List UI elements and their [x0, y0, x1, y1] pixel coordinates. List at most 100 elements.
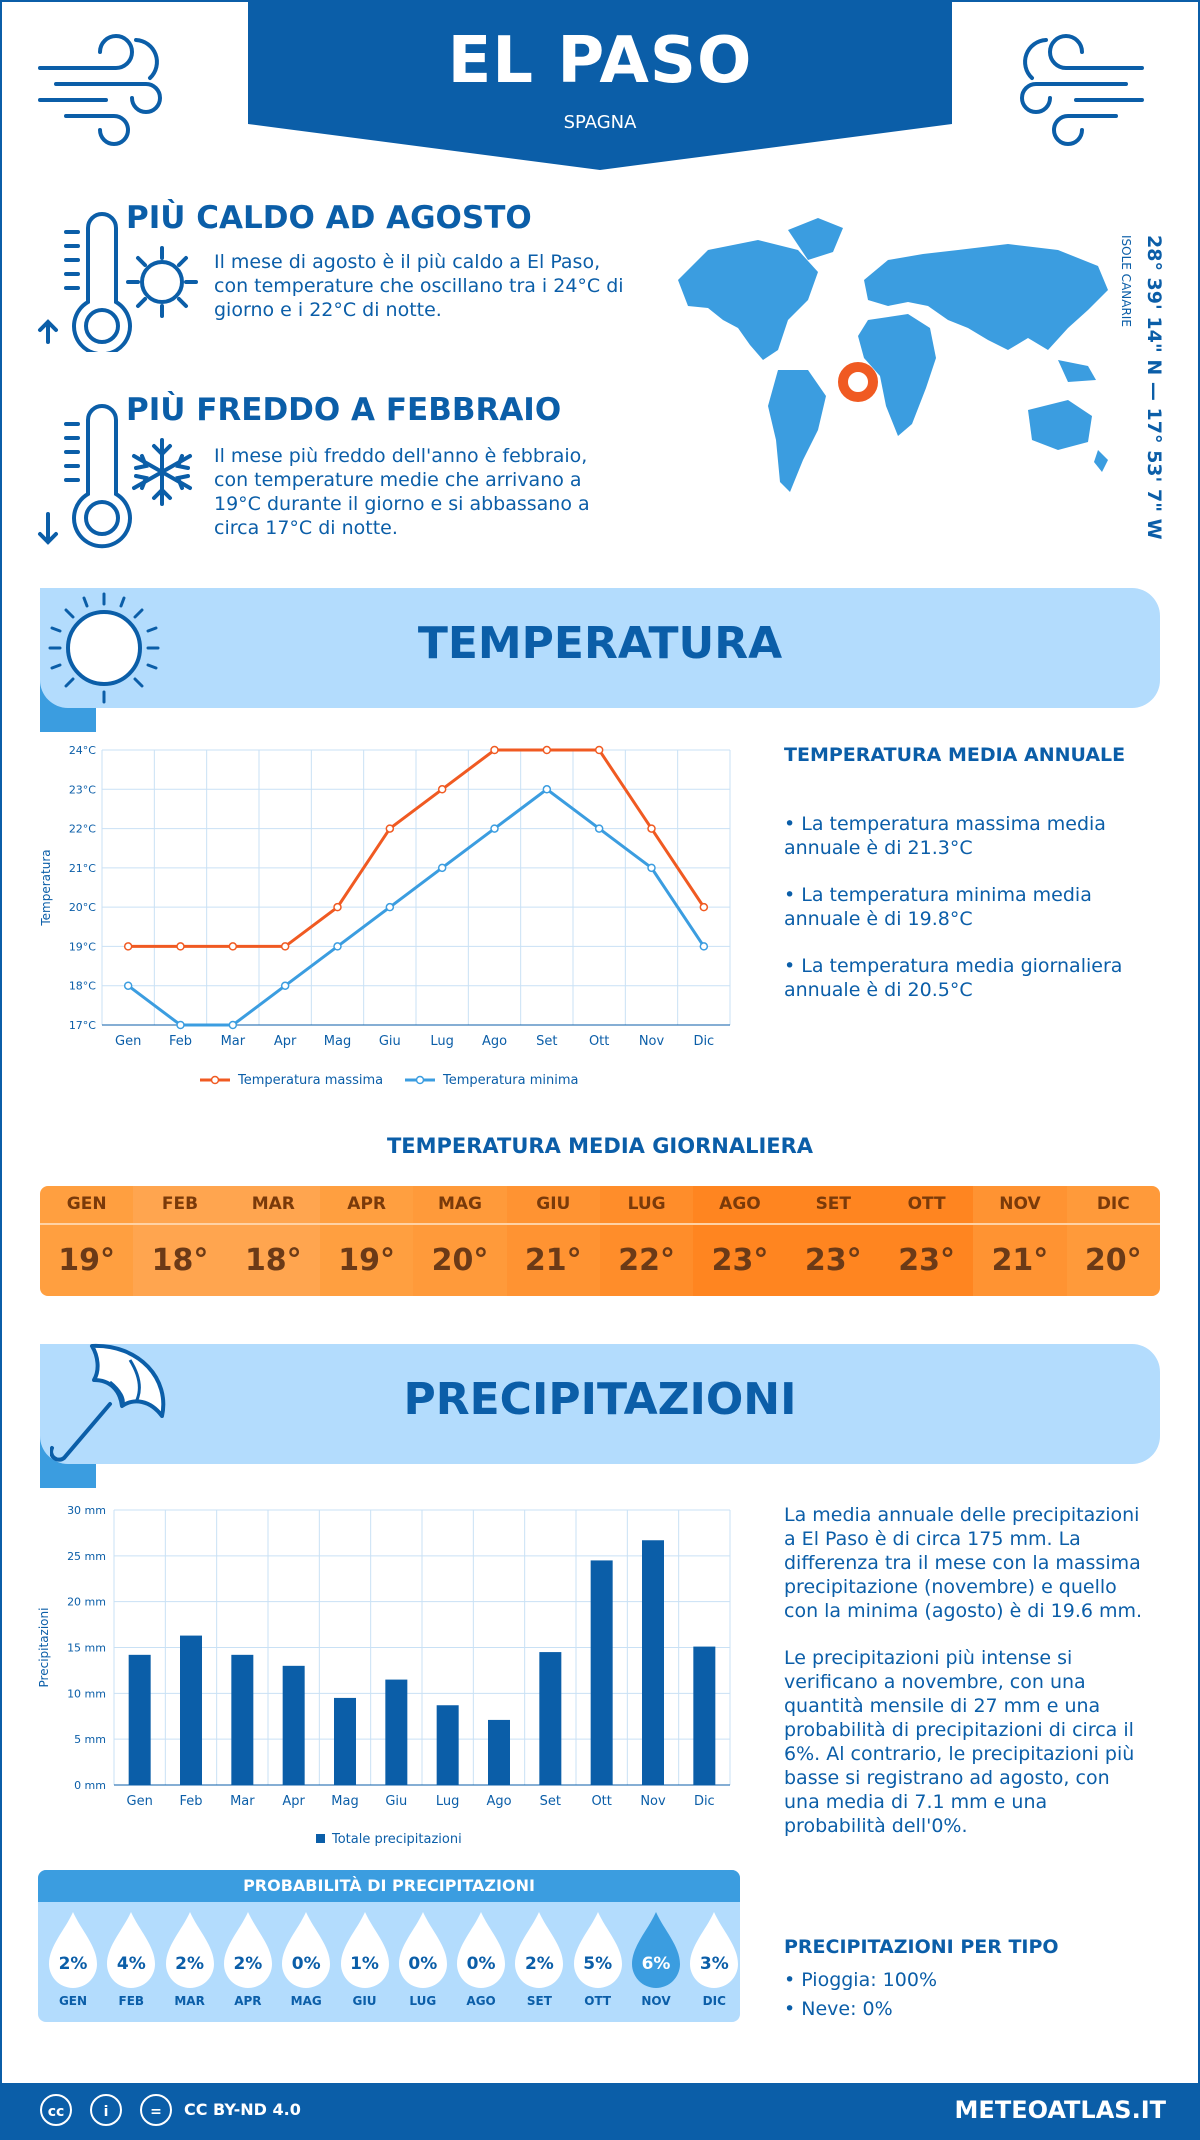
x-tick-label: Mag — [324, 1034, 351, 1049]
probability-month: AGO — [466, 1994, 496, 2008]
daily-temp-value: 21° — [991, 1243, 1049, 1278]
y-tick-label: 21°C — [69, 862, 96, 875]
precipitation-chart: 0 mm 5 mm 10 mm 15 mm 20 mm 25 mm 30 mm Gen Feb M… — [37, 1504, 731, 1847]
data-point — [280, 942, 290, 951]
coordinates-text: 28° 39' 14" N — 17° 53' 7" W — [1143, 235, 1165, 540]
raindrop-icon — [457, 1912, 506, 1988]
probability-month: MAR — [174, 1994, 205, 2008]
daily-temp-value: 18° — [244, 1243, 302, 1278]
daily-temp-value: 23° — [898, 1243, 955, 1278]
y-tick-label: 24°C — [69, 744, 96, 757]
data-point — [228, 1020, 238, 1030]
precipitation-bar — [128, 1654, 151, 1785]
daily-temp-month: MAR — [226, 1186, 320, 1225]
no-derivatives-icon: = — [140, 2094, 172, 2126]
y-tick-label: 17°C — [69, 1019, 96, 1032]
daily-temp-cell: NOV 21° — [973, 1186, 1067, 1296]
precipitation-bar — [539, 1652, 562, 1785]
title-banner — [248, 0, 952, 170]
raindrop-icon — [398, 1912, 447, 1988]
wind-icon-right — [1020, 34, 1144, 146]
y-tick-label: 30 mm — [67, 1504, 106, 1517]
legend-marker — [316, 1834, 325, 1843]
legend-marker — [210, 1075, 220, 1085]
data-point — [542, 745, 552, 755]
precipitation-bar — [488, 1719, 510, 1785]
precipitation-text-1: La media annuale delle precipitazioni a … — [784, 1504, 1143, 1622]
y-tick-label: 15 mm — [67, 1642, 106, 1655]
thermometer-hot-icon — [38, 212, 198, 352]
x-tick-label: Mar — [221, 1034, 246, 1049]
y-tick-label: 20 mm — [67, 1596, 106, 1609]
probability-drop: 3% DIC — [685, 1910, 740, 2018]
raindrop-icon — [690, 1912, 739, 1988]
cold-text: Il mese più freddo dell'anno è febbraio,… — [214, 445, 590, 539]
y-tick-label: 5 mm — [74, 1733, 106, 1746]
daily-temp-cell: OTT 23° — [879, 1186, 974, 1296]
warm-text: Il mese di agosto è il più caldo a El Pa… — [214, 251, 624, 321]
probability-month: SET — [526, 1994, 552, 2008]
daily-temp-value: 19° — [58, 1243, 116, 1278]
daily-temp-table: GEN 19° FEB 18° MAR 18° APR 19° MAG 20° GIU 21° LUG 2… — [40, 1186, 1160, 1296]
y-tick-label: 20°C — [69, 901, 96, 914]
raindrop-icon — [632, 1912, 680, 1988]
x-tick-label: Ott — [589, 1034, 609, 1049]
daily-temp-cell: GEN 19° — [40, 1186, 134, 1296]
y-tick-label: 23°C — [69, 783, 96, 796]
precipitation-bar — [590, 1560, 613, 1785]
probability-drop: 0% LUG — [394, 1910, 452, 2018]
probability-drop: 0% AGO — [452, 1910, 510, 2018]
precipitation-header: PRECIPITAZIONI — [40, 1344, 1160, 1464]
daily-temp-value: 23° — [804, 1243, 862, 1278]
data-point — [333, 942, 342, 951]
daily-temp-month: MAG — [413, 1186, 507, 1225]
x-tick-label: Feb — [169, 1034, 192, 1049]
x-tick-label: Nov — [640, 1794, 666, 1809]
precip-type-snow: • Neve: 0% — [784, 1998, 893, 2020]
raindrop-icon — [573, 1912, 622, 1988]
daily-temp-cell: MAR 18° — [226, 1186, 320, 1296]
data-point — [437, 863, 447, 873]
data-point — [385, 902, 395, 912]
probability-drop: 6% NOV — [627, 1910, 685, 2018]
data-point — [594, 745, 604, 755]
probability-month: GIU — [352, 1994, 377, 2008]
data-point — [123, 942, 133, 951]
probability-drop: 2% MAR — [161, 1910, 219, 2018]
daily-temp-month: LUG — [599, 1186, 694, 1225]
probability-month: MAG — [290, 1994, 322, 2008]
x-tick-label: Gen — [127, 1794, 153, 1809]
data-point — [437, 785, 447, 794]
data-point — [647, 824, 656, 833]
probability-drop: 0% MAG — [277, 1910, 335, 2018]
annual-temp-min: • La temperatura minima media annuale è … — [784, 884, 1092, 930]
probability-month: LUG — [409, 1994, 437, 2008]
raindrop-icon — [165, 1912, 214, 1988]
cc-icon: cc — [40, 2094, 72, 2126]
x-tick-label: Giu — [379, 1034, 401, 1049]
y-tick-label: 10 mm — [67, 1687, 106, 1700]
precip-type-title: PRECIPITAZIONI PER TIPO — [784, 1936, 1059, 1958]
precipitation-bar — [642, 1540, 664, 1785]
precipitation-bar — [334, 1697, 356, 1785]
daily-temp-cell: DIC 20° — [1066, 1186, 1160, 1296]
probability-month: OTT — [584, 1994, 612, 2008]
data-point — [647, 863, 656, 873]
x-tick-label: Ago — [482, 1034, 507, 1049]
page-subtitle: SPAGNA — [563, 112, 637, 133]
x-tick-label: Apr — [282, 1794, 305, 1809]
precip-type-rain: • Pioggia: 100% — [784, 1969, 937, 1991]
precipitation-bar — [385, 1679, 408, 1785]
daily-temp-value: 23° — [711, 1243, 769, 1278]
probability-title: PROBABILITÀ DI PRECIPITAZIONI — [38, 1870, 740, 1902]
y-tick-label: 0 mm — [74, 1779, 106, 1792]
daily-temp-month: DIC — [1066, 1186, 1160, 1225]
warm-title: PIÙ CALDO AD AGOSTO — [126, 200, 532, 236]
annual-temp-avg: • La temperatura media giornaliera annua… — [784, 955, 1123, 1001]
daily-temp-cell: AGO 23° — [693, 1186, 787, 1296]
site-link[interactable]: METEOATLAS.IT — [954, 2096, 1166, 2124]
probability-value: 5% — [583, 1954, 613, 1974]
y-axis-label: Precipitazioni — [37, 1608, 51, 1688]
daily-temp-value: 21° — [524, 1243, 582, 1278]
probability-drops: 2% GEN 4% FEB 2% MAR 2% APR 0% MAG 1% GIU 0% LUG 0% AGO… — [38, 1910, 740, 2022]
